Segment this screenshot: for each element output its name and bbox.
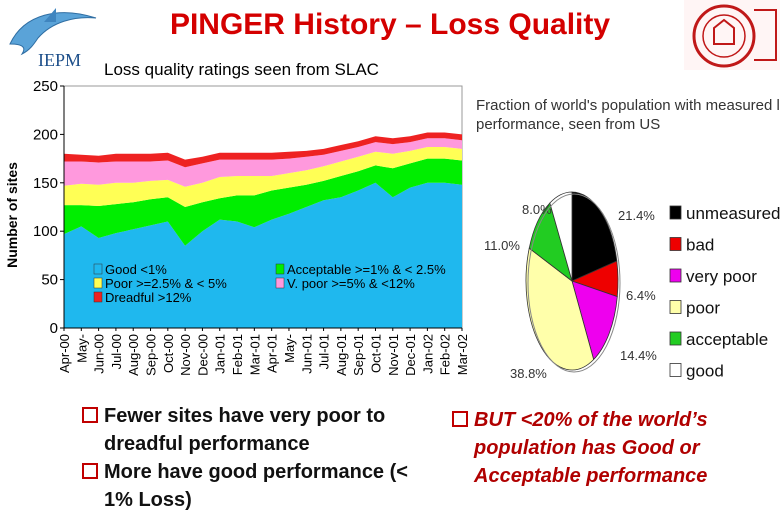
pie-legend-swatch bbox=[669, 205, 682, 220]
legend-swatch bbox=[275, 277, 285, 289]
legend-label: V. poor >=5% & <12% bbox=[287, 276, 415, 291]
x-tick-label: Nov-01 bbox=[386, 334, 401, 376]
x-tick-label: Feb-02 bbox=[438, 334, 453, 375]
y-tick-label: 0 bbox=[50, 320, 58, 337]
pie-slice-poor bbox=[525, 247, 595, 371]
pie-legend-swatch bbox=[669, 237, 682, 251]
pie-legend-swatch bbox=[669, 363, 682, 377]
bullet-text: Fewer sites have very poor to dreadful p… bbox=[104, 405, 386, 455]
pie-legend-label: unmeasured bbox=[686, 204, 780, 223]
x-tick-label: Jun-00 bbox=[92, 334, 107, 374]
legend-swatch bbox=[275, 263, 285, 275]
x-tick-label: Aug-00 bbox=[126, 334, 141, 376]
university-seal-icon bbox=[684, 0, 780, 70]
bullet-item: BUT <20% of the world’s population has G… bbox=[452, 406, 772, 490]
y-tick-label: 250 bbox=[33, 78, 58, 95]
pie-title-line: performance, seen from US bbox=[476, 116, 660, 133]
x-tick-label: Sep-00 bbox=[144, 334, 159, 376]
pie-title-line: Fraction of world's population with meas… bbox=[476, 97, 780, 114]
x-tick-label: Jan-01 bbox=[213, 334, 228, 374]
pie-legend-swatch bbox=[669, 268, 682, 283]
pie-slice-good bbox=[549, 191, 573, 282]
chart-subtitle: Loss quality ratings seen from SLAC bbox=[104, 60, 379, 79]
legend-label: Poor >=2.5% & < 5% bbox=[105, 276, 227, 291]
y-tick-label: 200 bbox=[33, 126, 58, 143]
bullet-text: BUT <20% of the world’s population has G… bbox=[474, 409, 708, 487]
dolphin-fin-icon bbox=[44, 8, 56, 22]
pie-value-label: 6.4% bbox=[626, 288, 656, 303]
legend-swatch bbox=[93, 277, 103, 289]
y-axis-label: Number of sites bbox=[4, 162, 20, 268]
pie-rim bbox=[527, 193, 621, 373]
x-tick-label: May- bbox=[282, 334, 297, 363]
bullet-item: Fewer sites have very poor to dreadful p… bbox=[82, 402, 442, 458]
area-series-0 bbox=[64, 182, 462, 328]
x-tick-label: Apr-00 bbox=[57, 334, 72, 373]
x-tick-label: Oct-00 bbox=[161, 334, 176, 373]
bullet-item: More have good performance (< 1% Loss) bbox=[82, 458, 442, 514]
checkbox-bullet-icon bbox=[82, 407, 98, 423]
checkbox-bullet-icon bbox=[82, 463, 98, 479]
pie-legend-label: acceptable bbox=[686, 330, 768, 349]
y-tick-label: 100 bbox=[33, 223, 58, 240]
checkbox-bullet-icon bbox=[452, 411, 468, 427]
pie-legend-swatch bbox=[669, 331, 682, 346]
pie-value-label: 14.4% bbox=[620, 348, 657, 363]
bullet-text: More have good performance (< 1% Loss) bbox=[104, 461, 408, 511]
pie-title: Fraction of world's population with meas… bbox=[476, 97, 780, 133]
pie-slice-unmeasured bbox=[571, 191, 618, 282]
legend-swatch bbox=[93, 263, 103, 275]
iepm-dolphin-logo: IEPM bbox=[9, 8, 97, 70]
pie-legend-label: good bbox=[686, 362, 724, 381]
y-tick-label: 150 bbox=[33, 175, 58, 192]
legend-label: Dreadful >12% bbox=[105, 290, 192, 305]
area-series-1 bbox=[64, 158, 462, 246]
pie-value-label: 8.0% bbox=[522, 202, 552, 217]
x-tick-label: Oct-01 bbox=[368, 334, 383, 373]
x-tick-label: Nov-00 bbox=[178, 334, 193, 376]
left-bullet-list: Fewer sites have very poor to dreadful p… bbox=[82, 402, 442, 514]
pie-legend-label: bad bbox=[686, 236, 714, 255]
x-tick-label: Apr-01 bbox=[265, 334, 280, 373]
legend-label: Acceptable >=1% & < 2.5% bbox=[287, 262, 446, 277]
y-tick-label: 50 bbox=[41, 272, 58, 289]
page-title: PINGER History – Loss Quality bbox=[169, 8, 611, 41]
legend-label: Good <1% bbox=[105, 262, 167, 277]
area-series-4 bbox=[64, 132, 462, 168]
x-tick-label: Feb-01 bbox=[230, 334, 245, 375]
x-tick-label: Jun-01 bbox=[299, 334, 314, 374]
area-series-3 bbox=[64, 138, 462, 187]
x-tick-label: Aug-01 bbox=[334, 334, 349, 376]
right-bullet-list: BUT <20% of the world’s population has G… bbox=[452, 406, 772, 490]
pie-legend-label: very poor bbox=[686, 267, 757, 286]
x-tick-label: Jul-01 bbox=[317, 334, 332, 369]
x-tick-label: Sep-01 bbox=[351, 334, 366, 376]
x-tick-label: Jul-00 bbox=[109, 334, 124, 369]
pie-legend-swatch bbox=[669, 300, 682, 314]
pie-legend-label: poor bbox=[686, 299, 720, 318]
area-series-2 bbox=[64, 147, 462, 207]
population-loss-pie-chart: Fraction of world's population with meas… bbox=[476, 97, 780, 381]
x-tick-label: Dec-00 bbox=[195, 334, 210, 376]
pie-slice-very-poor bbox=[571, 280, 618, 361]
logo-text: IEPM bbox=[38, 50, 81, 70]
x-tick-label: May- bbox=[74, 334, 89, 363]
x-tick-label: Dec-01 bbox=[403, 334, 418, 376]
x-tick-label: Mar-01 bbox=[247, 334, 262, 375]
x-tick-label: Jan-02 bbox=[420, 334, 435, 374]
pie-value-label: 11.0% bbox=[484, 238, 520, 253]
legend-swatch bbox=[93, 291, 103, 303]
pie-value-label: 38.8% bbox=[510, 366, 547, 381]
x-tick-label: Mar-02 bbox=[455, 334, 470, 375]
pie-value-label: 21.4% bbox=[618, 208, 655, 223]
